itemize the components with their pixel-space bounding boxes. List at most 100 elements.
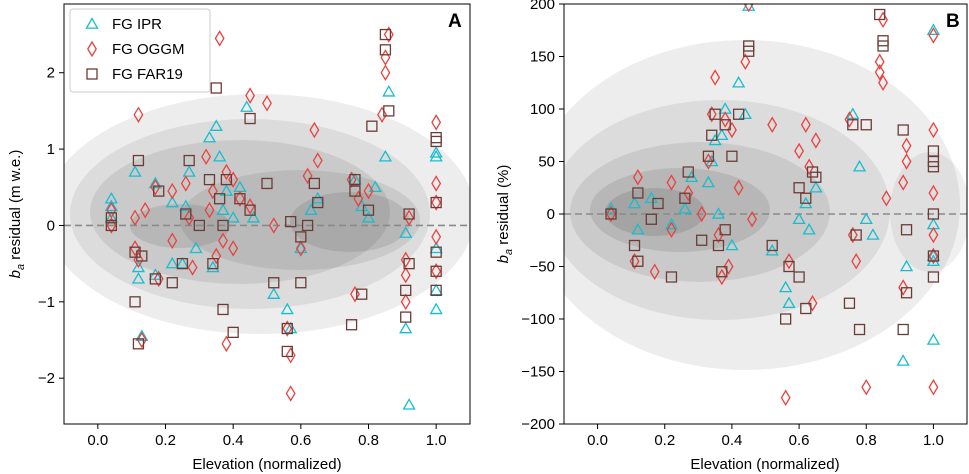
- data-point: [605, 208, 617, 220]
- x-tick-label: 0.0: [87, 432, 108, 449]
- data-point: [282, 320, 293, 337]
- data-point: [380, 64, 391, 81]
- x-tick-label: 0.8: [358, 432, 379, 449]
- data-point: [244, 204, 256, 216]
- data-point: [866, 228, 880, 240]
- data-point: [210, 82, 222, 94]
- data-point: [632, 187, 644, 199]
- x-tick-label: 1.0: [426, 432, 447, 449]
- data-point: [810, 132, 821, 149]
- data-point: [606, 205, 616, 223]
- data-point: [136, 331, 147, 349]
- data-point: [166, 277, 178, 289]
- data-point: [131, 272, 146, 284]
- data-point: [382, 85, 396, 97]
- data-point: [213, 193, 226, 205]
- data-point: [312, 152, 323, 169]
- data-point: [900, 224, 913, 236]
- data-point: [380, 49, 391, 66]
- x-tick-label: 0.4: [721, 432, 742, 449]
- data-point: [898, 174, 909, 191]
- data-point: [431, 114, 442, 131]
- data-point: [193, 219, 205, 232]
- legend-label: FG IPR: [112, 16, 162, 33]
- data-point: [104, 199, 118, 212]
- data-point: [807, 294, 818, 312]
- data-point: [901, 137, 912, 155]
- series-fg-oggm: [606, 4, 939, 407]
- data-point: [312, 196, 324, 209]
- data-point: [104, 211, 118, 223]
- data-point: [896, 354, 910, 366]
- x-tick-label: 0.2: [654, 432, 675, 449]
- data-point: [285, 347, 296, 364]
- data-point: [135, 329, 149, 341]
- data-point: [783, 260, 795, 273]
- data-point: [740, 53, 751, 71]
- data-point: [644, 191, 658, 204]
- legend-marker: [86, 68, 98, 80]
- data-point: [221, 335, 232, 353]
- data-point: [712, 239, 725, 252]
- data-point: [720, 111, 731, 128]
- data-point: [800, 116, 811, 134]
- panel-a-density: [64, 94, 470, 334]
- data-point: [403, 208, 415, 220]
- data-point: [281, 345, 293, 358]
- data-point: [403, 257, 415, 270]
- data-point: [719, 224, 731, 236]
- series-fg-far19: [105, 28, 442, 358]
- data-point: [793, 271, 805, 283]
- data-point: [859, 212, 873, 225]
- data-point: [927, 271, 940, 283]
- data-point: [379, 44, 392, 56]
- data-point: [366, 120, 378, 132]
- data-point: [245, 198, 256, 215]
- data-point: [240, 100, 254, 112]
- x-tick-label: 0.6: [290, 432, 311, 449]
- density-contour: [570, 142, 830, 282]
- y-tick-label: −1: [38, 294, 55, 311]
- y-tick-label: −200: [521, 416, 555, 433]
- data-point: [738, 107, 752, 120]
- data-point: [901, 153, 912, 170]
- data-point: [350, 285, 360, 303]
- data-point: [429, 149, 443, 162]
- data-point: [679, 192, 691, 204]
- legend-item: FG FAR19: [86, 66, 183, 83]
- data-point: [853, 323, 866, 336]
- data-point: [897, 323, 909, 336]
- data-point: [878, 74, 888, 92]
- data-point: [927, 208, 940, 220]
- data-point: [295, 231, 307, 243]
- y-tick-label: −150: [521, 364, 555, 381]
- data-point: [628, 239, 641, 252]
- panel-a-axes: 0.0 0.2 0.4 0.6 0.8 1.0 −2 −1 0 1 2: [38, 65, 447, 449]
- data-point: [877, 35, 889, 47]
- data-point: [130, 240, 141, 257]
- data-point: [379, 28, 392, 41]
- panel-a-y-axis-label: ba residual (m w.e.): [7, 150, 27, 279]
- legend-marker: [87, 40, 97, 58]
- data-point: [713, 226, 724, 244]
- data-point: [132, 154, 145, 167]
- data-point: [627, 196, 642, 209]
- data-point: [430, 196, 442, 209]
- density-contour: [90, 140, 390, 284]
- data-point: [400, 266, 411, 284]
- data-point: [136, 250, 148, 262]
- data-point: [356, 288, 368, 300]
- panel-b: 0.0 0.2 0.4 0.6 0.8 1.0 −200 −150 −100 −50 0 50 100 1…: [495, 0, 968, 473]
- data-point: [399, 226, 413, 238]
- data-point: [732, 75, 746, 88]
- data-point: [780, 313, 792, 325]
- data-point: [696, 205, 707, 223]
- data-point: [281, 322, 293, 335]
- data-point: [261, 177, 273, 190]
- data-point: [228, 171, 239, 188]
- data-point: [852, 159, 867, 172]
- data-point: [400, 251, 411, 269]
- data-point: [267, 287, 281, 299]
- data-point: [878, 11, 888, 29]
- data-point: [295, 277, 307, 289]
